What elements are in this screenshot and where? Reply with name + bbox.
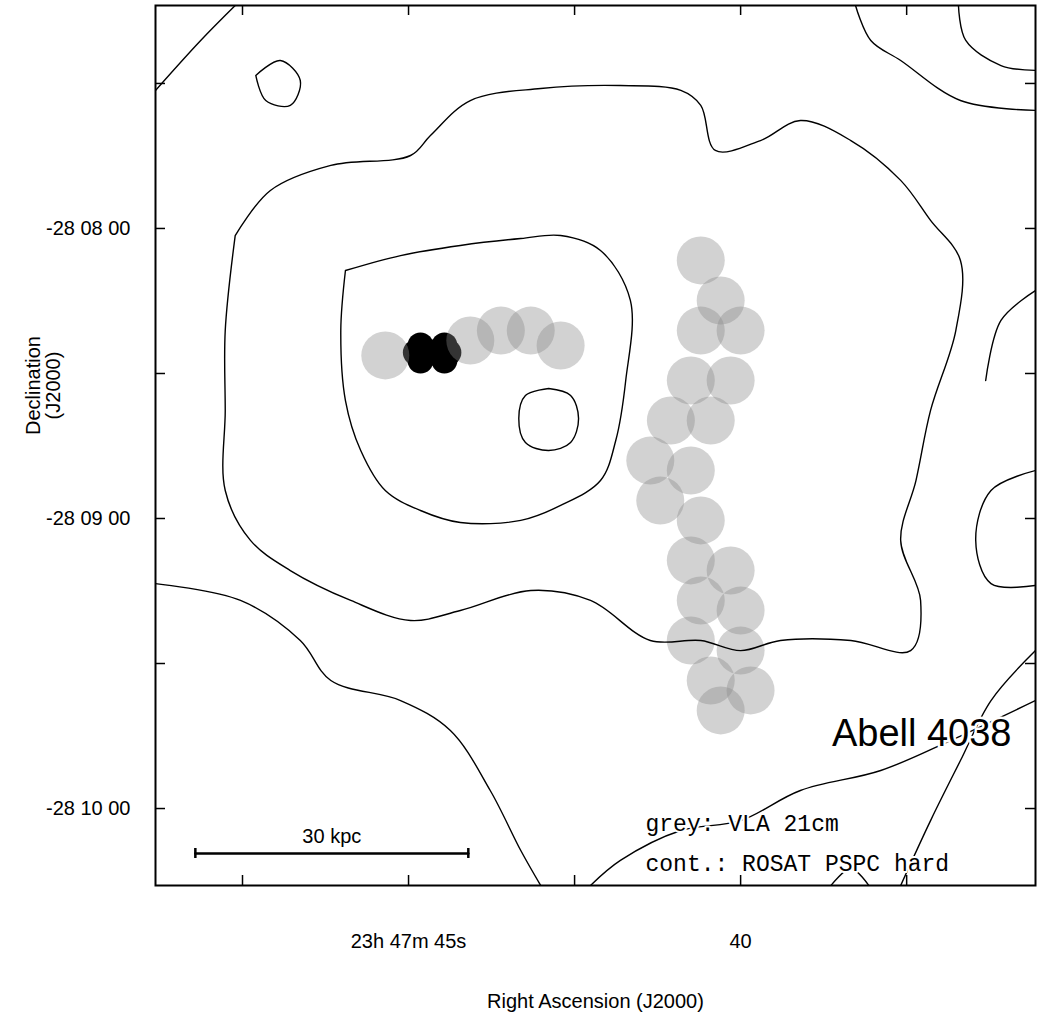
svg-text:Abell 4038: Abell 4038 [832,712,1012,754]
svg-text:-28 09 00: -28 09 00 [46,507,131,529]
svg-text:Declination(J2000): Declination(J2000) [22,336,64,435]
svg-text:30 kpc: 30 kpc [302,825,361,847]
svg-text:40: 40 [729,930,751,952]
svg-text:-28 10 00: -28 10 00 [46,797,131,819]
svg-text:cont.: ROSAT PSPC hard: cont.: ROSAT PSPC hard [646,852,950,878]
svg-text:Right Ascension (J2000): Right Ascension (J2000) [487,990,704,1012]
svg-text:grey: VLA 21cm: grey: VLA 21cm [646,812,839,838]
svg-text:-28 08 00: -28 08 00 [46,217,131,239]
svg-text:23h 47m 45s: 23h 47m 45s [351,930,467,952]
